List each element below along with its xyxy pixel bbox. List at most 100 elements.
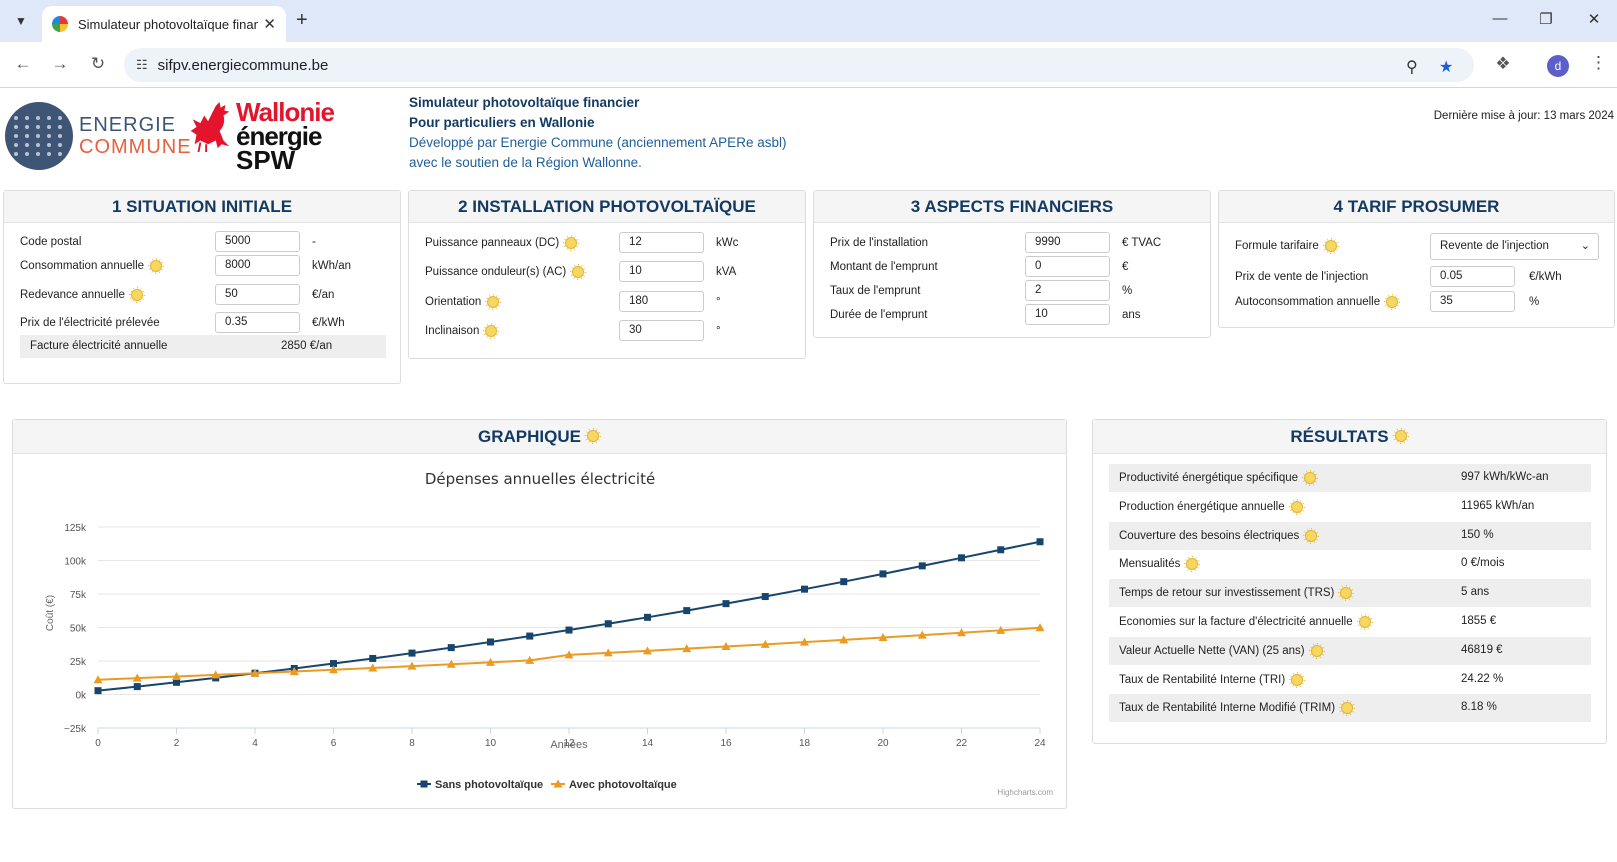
orientation-input[interactable]: 180 [619,291,704,312]
omnibox[interactable]: ☷ sifpv.energiecommune.be ⚲ ★ [124,48,1474,82]
data-point [407,661,417,670]
window-close-icon[interactable]: ✕ [1587,11,1601,28]
panel-installation: 2 INSTALLATION PHOTOVOLTAÏQUE Puissance … [408,190,806,359]
unit: €/kWh [312,317,345,329]
label-orientation: Orientation [425,291,501,313]
logo-dot [58,134,62,138]
help-bulb-icon[interactable] [1302,470,1318,486]
data-point [94,687,102,695]
consommation-input[interactable]: 8000 [215,255,300,276]
y-tick-label: 100k [64,557,87,568]
formule-tarifaire-select[interactable]: Revente de l'injection ⌄ [1430,233,1599,260]
result-row: Productivité énergétique spécifique 997 k… [1109,464,1591,492]
unit: - [312,236,316,248]
data-point [446,659,456,668]
logo-dot [25,143,29,147]
tab-close-icon[interactable]: ✕ [263,16,276,33]
browser-menu-icon[interactable]: ⋮ [1590,53,1607,72]
site-info-icon[interactable]: ☷ [136,57,148,72]
minimize-icon[interactable]: — [1492,10,1508,27]
data-point [958,554,965,562]
tab-search-chevron-icon[interactable]: ▼ [15,14,27,28]
result-label: Economies sur la facture d'électricité a… [1119,608,1373,636]
legend-item-label[interactable]: Sans photovoltaïque [435,779,543,791]
help-bulb-icon[interactable] [485,294,501,310]
help-bulb-icon[interactable] [1393,428,1409,444]
forward-icon[interactable]: → [51,54,69,73]
help-bulb-icon[interactable] [1309,643,1325,659]
unit: ° [716,296,721,308]
data-point [1036,538,1044,546]
data-point [800,637,809,646]
bookmark-star-icon[interactable]: ★ [1439,59,1454,76]
help-bulb-icon[interactable] [483,323,499,339]
result-value: 0 €/mois [1461,557,1505,570]
prix-installation-input[interactable]: 9990 [1025,232,1110,253]
url-text[interactable]: sifpv.energiecommune.be [157,56,329,74]
help-bulb-icon[interactable] [1289,672,1305,688]
restore-icon[interactable]: ❐ [1539,11,1553,28]
rooster-icon [190,102,230,152]
help-bulb-icon[interactable] [1357,614,1373,630]
result-row: Couverture des besoins électriques 150 % [1109,521,1591,550]
x-tick-label: 20 [877,738,889,749]
wallonie-energie-spw-logo[interactable]: Wallonie énergie SPW [186,97,335,173]
y-tick-label: 50k [70,624,87,635]
x-tick-label: 10 [485,738,497,749]
result-label: Mensualités [1119,550,1200,578]
help-bulb-icon[interactable] [1289,499,1305,515]
autoconsommation-input[interactable]: 35 [1430,291,1515,312]
energie-commune-logo-mark [5,102,73,170]
puissance-ac-input[interactable]: 10 [619,261,704,282]
puissance-dc-input[interactable]: 12 [619,232,704,253]
data-point [722,600,730,608]
help-bulb-icon[interactable] [1303,528,1319,544]
taux-emprunt-input[interactable]: 2 [1025,280,1110,301]
help-bulb-icon[interactable] [1339,700,1355,716]
data-point [368,663,378,672]
legend-item-label[interactable]: Avec photovoltaïque [569,779,677,791]
label-formule: Formule tarifaire [1235,235,1339,257]
help-bulb-icon[interactable] [1338,585,1354,601]
montant-emprunt-input[interactable]: 0 [1025,256,1110,277]
code-postal-input[interactable]: 5000 [215,231,300,252]
row-formule: Formule tarifaire Revente de l'injection… [1219,233,1614,260]
x-tick-label: 6 [331,738,337,749]
profile-avatar[interactable]: d [1547,55,1569,77]
row-prix-injection: Prix de vente de l'injection 0.05 €/kWh [1219,266,1614,288]
prix-electricite-input[interactable]: 0.35 [215,312,300,333]
help-bulb-icon[interactable] [148,258,164,274]
label-taux-emprunt: Taux de l'emprunt [830,285,921,297]
help-bulb-icon[interactable] [1323,238,1339,254]
panel-title-text: GRAPHIQUE [478,427,581,446]
legend-triangle-icon [553,779,563,788]
duree-emprunt-input[interactable]: 10 [1025,304,1110,325]
reload-icon[interactable]: ↻ [90,54,106,73]
browser-tab[interactable]: Simulateur photovoltaïque financ ✕ [42,6,286,42]
row-prix-installation: Prix de l'installation 9990 € TVAC [814,232,1210,254]
panel-title: 2 INSTALLATION PHOTOVOLTAÏQUE [409,191,805,223]
help-bulb-icon[interactable] [585,428,601,444]
help-bulb-icon[interactable] [570,264,586,280]
label-text: Formule tarifaire [1235,240,1319,252]
prix-injection-input[interactable]: 0.05 [1430,266,1515,287]
help-bulb-icon[interactable] [563,235,579,251]
panel-resultats: RÉSULTATS Productivité énergétique spéci… [1092,419,1607,744]
row-code-postal: Code postal 5000 - [4,231,400,253]
redevance-input[interactable]: 50 [215,284,300,305]
help-bulb-icon[interactable] [129,287,145,303]
result-label-text: Taux de Rentabilité Interne Modifié (TRI… [1119,702,1336,715]
help-bulb-icon[interactable] [1384,294,1400,310]
inclinaison-input[interactable]: 30 [619,320,704,341]
logo-wal-line1: Wallonie [236,97,335,127]
help-bulb-icon[interactable] [1184,556,1200,572]
zoom-icon[interactable]: ⚲ [1406,59,1418,76]
extensions-icon[interactable]: ❖ [1495,54,1511,73]
developer-credit: Développé par Energie Commune (anciennem… [409,135,787,150]
new-tab-icon[interactable]: + [296,9,308,31]
highcharts-credit[interactable]: Highcharts.com [997,788,1053,797]
energie-commune-logo[interactable]: ENERGIE COMMUNE [5,102,192,170]
label-text: Orientation [425,296,482,308]
browser-tab-bar: ▼ Simulateur photovoltaïque financ ✕ + —… [0,0,1617,42]
back-icon[interactable]: ← [14,54,32,73]
